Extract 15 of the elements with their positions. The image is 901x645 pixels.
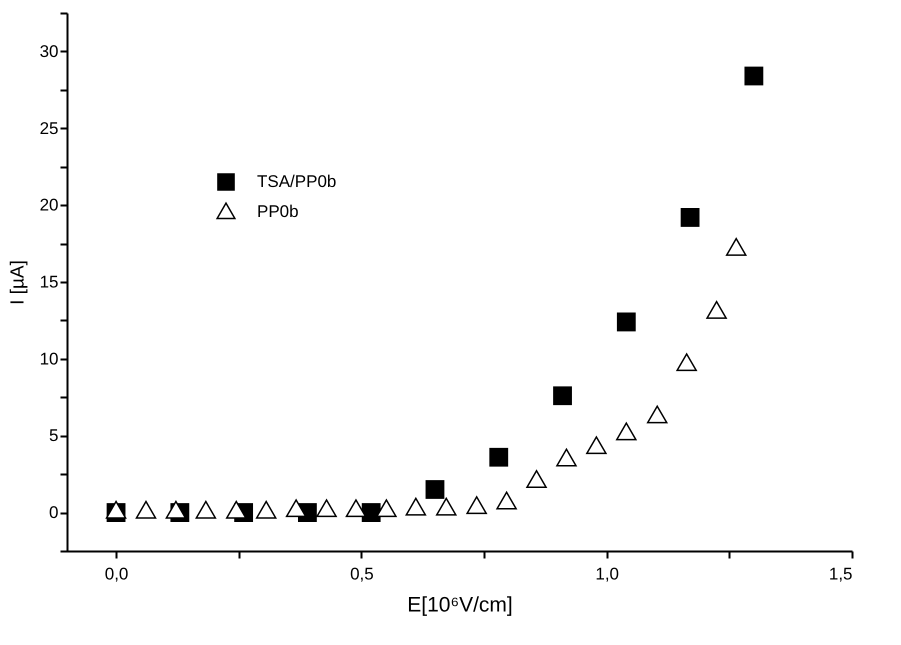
y-tick-label: 25 <box>40 118 58 138</box>
y-tick-label: 30 <box>40 42 58 61</box>
x-tick-label: 0,5 <box>350 564 374 584</box>
y-tick-label: 10 <box>40 349 58 368</box>
legend-label: PP0b <box>257 202 299 221</box>
y-tick-label: 5 <box>49 426 58 446</box>
y-tick-label: 0 <box>49 503 58 522</box>
x-axis-title: E[10⁶V/cm] <box>407 594 513 616</box>
y-axis-title: I [µA] <box>8 260 29 305</box>
x-tick-label: 1,0 <box>595 564 620 584</box>
x-tick-label: 1,5 <box>828 564 852 584</box>
x-tick-label: 0,0 <box>104 564 128 584</box>
y-tick-label: 15 <box>40 272 58 292</box>
y-tick-label: 20 <box>40 196 58 215</box>
legend-label: TSA/PP0b <box>257 172 336 191</box>
